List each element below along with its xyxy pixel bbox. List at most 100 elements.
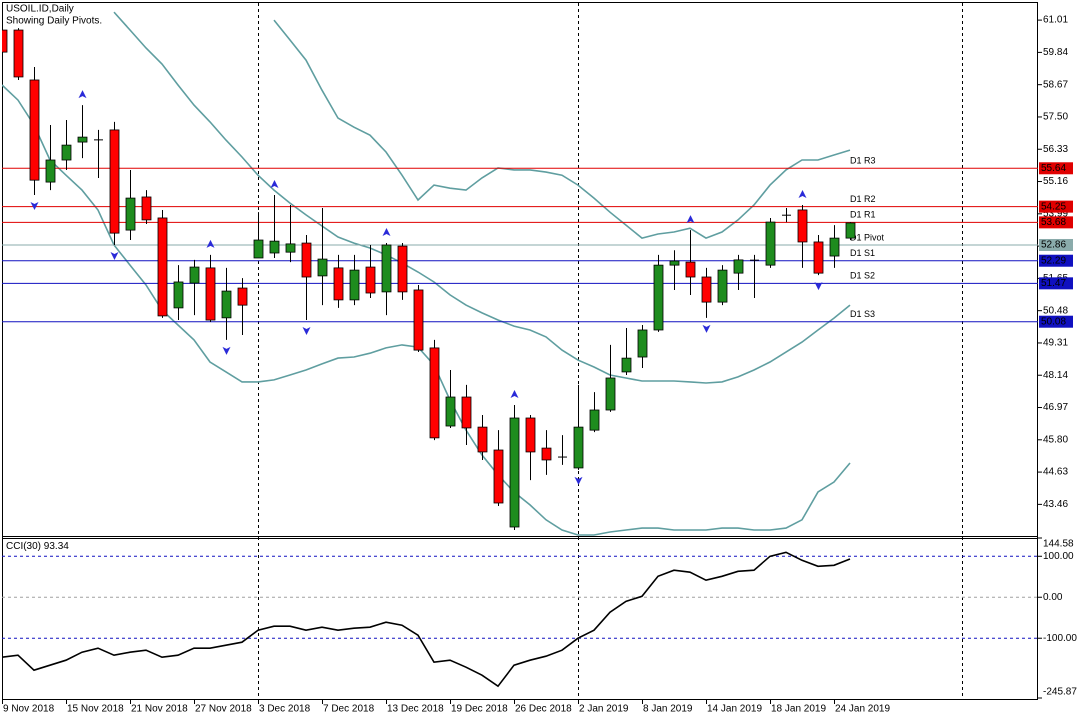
candle-body xyxy=(461,396,472,429)
candle-body xyxy=(29,79,40,181)
candle-body xyxy=(685,261,696,278)
y-tick-label: 100.00 xyxy=(1043,551,1074,562)
x-tick-label: 14 Jan 2019 xyxy=(707,704,762,715)
fractal-down xyxy=(30,202,39,211)
candle-body xyxy=(397,245,408,293)
candle-body xyxy=(285,243,296,253)
y-tick-label: -245.87 xyxy=(1043,687,1077,698)
x-tick-label: 24 Jan 2019 xyxy=(835,704,890,715)
candle-body xyxy=(509,417,520,528)
cci-line xyxy=(2,551,851,688)
candle-body xyxy=(205,267,216,321)
pivot-label: D1 Pivot xyxy=(850,232,885,242)
candle-body xyxy=(525,417,536,453)
candle-body xyxy=(541,447,552,461)
candle-body xyxy=(493,449,504,504)
fractal-up xyxy=(78,90,87,99)
pivot-price-box xyxy=(1039,238,1073,251)
y-tick-label: -100.00 xyxy=(1043,633,1077,644)
pivot-label: D1 S2 xyxy=(850,271,875,281)
candle-body xyxy=(573,426,584,469)
candle-body xyxy=(637,329,648,358)
y-tick-label: 48.14 xyxy=(1043,370,1068,381)
fractal-down xyxy=(814,282,823,291)
plot-frame xyxy=(2,2,1038,700)
main-panel: D1 R3 D1 R2 D1 R1 D1 Pivot D1 S1 D1 S2 D1 S3 xyxy=(2,11,1038,536)
x-tick-label: 15 Nov 2018 xyxy=(67,704,124,715)
y-tick-label: 0.00 xyxy=(1043,592,1063,603)
candle-body xyxy=(765,221,776,266)
pivot-price-label: 51.47 xyxy=(1041,278,1066,289)
pivot-price-box xyxy=(1039,162,1073,175)
x-tick-label: 19 Dec 2018 xyxy=(451,704,508,715)
x-tick-label: 8 Jan 2019 xyxy=(643,704,693,715)
x-tick-label: 2 Jan 2019 xyxy=(579,704,629,715)
bollinger-middle xyxy=(113,11,851,384)
candle-body xyxy=(253,239,264,259)
candle-body xyxy=(701,276,712,303)
pivot-label: D1 R3 xyxy=(850,156,876,166)
candle-body xyxy=(45,159,56,183)
pivot-price-box xyxy=(1039,254,1073,267)
indicator-value: 93.34 xyxy=(44,541,69,552)
indicator-title: CCI(30) 93.34 xyxy=(6,541,69,552)
candle-body xyxy=(381,244,392,293)
candle-body xyxy=(61,144,72,161)
fractal-down xyxy=(702,324,711,333)
candle-body xyxy=(109,129,120,234)
x-tick-label: 7 Dec 2018 xyxy=(323,704,375,715)
fractal-up xyxy=(206,239,215,248)
candle-body xyxy=(413,289,424,351)
pivot-label: D1 R2 xyxy=(850,194,876,204)
chart-subtitle: Showing Daily Pivots. xyxy=(6,16,102,27)
y-tick-label: 55.16 xyxy=(1043,176,1068,187)
pivot-price-label: 53.68 xyxy=(1041,217,1066,228)
y-tick-label: 144.58 xyxy=(1043,539,1074,550)
period-separators xyxy=(258,3,963,700)
y-tick-label: 56.33 xyxy=(1043,144,1068,155)
y-tick-label: 58.67 xyxy=(1043,79,1068,90)
bollinger-lower xyxy=(2,84,851,536)
candle-body xyxy=(733,259,744,274)
pivot-price-box xyxy=(1039,277,1073,290)
candle-body xyxy=(221,290,232,319)
x-tick-label: 13 Dec 2018 xyxy=(387,704,444,715)
fractal-up xyxy=(686,215,695,224)
pivot-label: D1 S3 xyxy=(850,309,875,319)
candle-body xyxy=(669,260,680,266)
y-tick-label: 59.84 xyxy=(1043,47,1068,58)
fractal-down xyxy=(222,346,231,355)
pivot-price-box xyxy=(1039,216,1073,229)
x-tick-label: 18 Jan 2019 xyxy=(771,704,826,715)
candle-body xyxy=(365,266,376,294)
pivot-label: D1 R1 xyxy=(850,210,876,220)
candle-body xyxy=(653,264,664,331)
candle-body xyxy=(333,267,344,301)
cci-panel xyxy=(2,551,1038,688)
candle-body xyxy=(237,287,248,306)
pivot-label: D1 S1 xyxy=(850,248,875,258)
candle-body xyxy=(2,29,8,53)
candle-body xyxy=(445,396,456,427)
candle-body xyxy=(269,240,280,254)
candle-body xyxy=(141,196,152,221)
candle-body xyxy=(13,29,24,78)
y-tick-label: 45.80 xyxy=(1043,434,1068,445)
y-tick-label: 46.97 xyxy=(1043,402,1068,413)
candle-body xyxy=(317,258,328,277)
pivot-price-label: 52.29 xyxy=(1041,255,1066,266)
pivot-price-label: 55.64 xyxy=(1041,163,1066,174)
candle-body xyxy=(189,266,200,284)
x-tick-label: 9 Nov 2018 xyxy=(3,704,55,715)
fractal-down xyxy=(574,476,583,485)
x-tick-label: 21 Nov 2018 xyxy=(131,704,188,715)
y-tick-label: 43.46 xyxy=(1043,499,1068,510)
candle-body xyxy=(477,426,488,453)
pivot-price-label: 50.08 xyxy=(1041,316,1066,327)
x-tick-label: 26 Dec 2018 xyxy=(515,704,572,715)
candle-body xyxy=(589,409,600,431)
candle-body xyxy=(621,357,632,373)
